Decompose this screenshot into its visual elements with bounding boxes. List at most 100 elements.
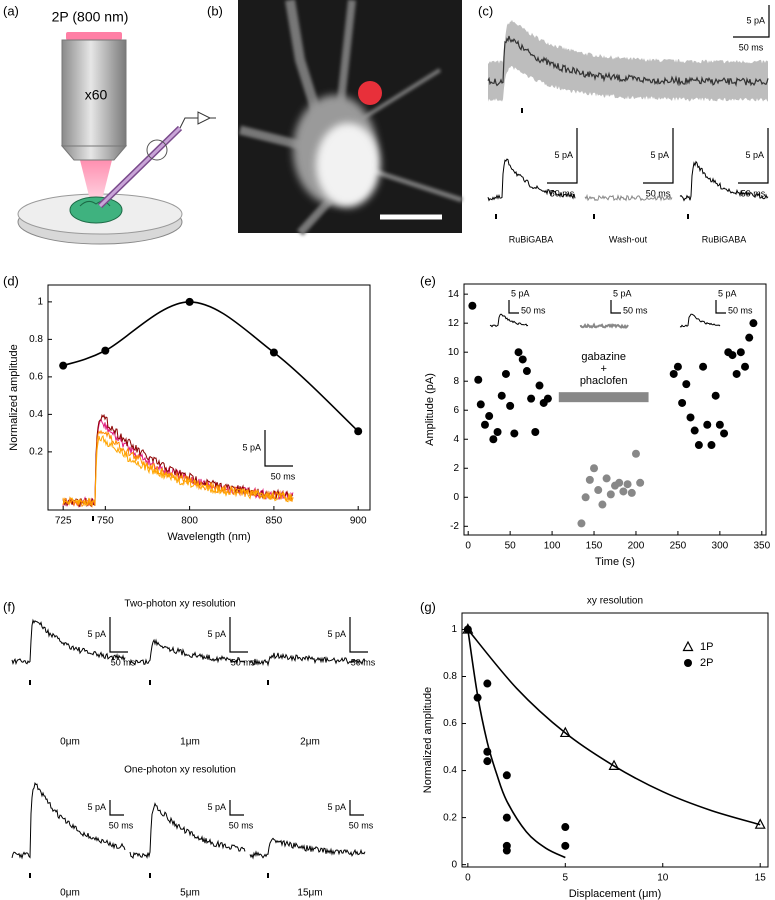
data-point [502,771,511,780]
scale-label: 50 ms [111,657,136,667]
scale-bar [715,300,726,314]
data-point [561,841,570,850]
condition-label: RuBiGABA [509,234,554,244]
data-point [636,478,645,487]
y-tick-label: 0.4 [29,409,43,420]
scale-label: 5 pA [511,288,530,298]
data-point [474,375,483,384]
data-point [518,355,527,364]
position-label: 5μm [180,888,200,899]
data-point [101,346,110,355]
annotation: + [600,363,606,375]
scale-bar [349,617,368,653]
trace [249,837,366,860]
scale-label: 50 ms [231,657,256,667]
data-point [715,420,724,429]
scale-label: 5 pA [745,150,764,160]
position-label: 1μm [180,737,200,748]
data-point [703,420,712,429]
scale-label: 50 ms [521,305,546,315]
y-tick-label: 1 [451,624,457,635]
x-tick-label: 725 [55,516,72,527]
scale-label: 50 ms [229,820,254,830]
scale-bar [229,617,248,653]
y-tick-label: 0 [453,492,459,503]
x-tick-label: 5 [563,873,569,884]
scale-bar [508,300,519,314]
scale-label: 50 ms [728,305,753,315]
data-point [711,391,720,400]
x-tick-label: 50 [505,541,517,552]
data-point [736,348,745,357]
panel-title: One-photon xy resolution [124,765,236,776]
legend-marker [682,640,694,652]
data-point [602,474,611,483]
trace [249,652,366,667]
data-point [631,449,640,458]
data-point [745,333,754,342]
data-point [510,429,519,438]
legend-label: 2P [700,657,713,669]
data-point [694,441,703,450]
x-tick-label: 850 [266,516,283,527]
scale-bar [643,128,674,184]
data-point [627,488,636,497]
trace [487,158,576,202]
y-tick-label: 8 [453,376,459,387]
x-tick-label: 200 [628,541,645,552]
data-point [468,301,477,310]
setup-illustration [17,32,216,245]
x-tick-label: 800 [181,516,198,527]
annotation: gabazine [581,351,626,363]
scale-label: 50 ms [741,188,766,198]
trace [679,313,721,328]
data-point [615,478,624,487]
trace [487,35,769,88]
scale-bar [109,617,128,653]
scale-bar [349,800,364,816]
y-tick-label: 12 [448,318,460,329]
y-tick-label: 0.6 [29,372,43,383]
scale-label: 5 pA [327,802,346,812]
panel-label: (b) [207,3,223,18]
data-point [535,381,544,390]
data-point [185,297,194,306]
data-point [501,369,510,378]
trace [129,802,246,860]
y-tick-label: 6 [453,405,459,416]
scale-label: 5 pA [554,150,573,160]
microscopy-image [238,0,463,236]
data-point [506,401,515,410]
position-label: 0μm [60,888,80,899]
x-tick-label: 300 [712,541,729,552]
data-point [673,362,682,371]
drug-bar [558,392,649,403]
scale-label: 5 pA [613,288,632,298]
y-axis-label: Normalized amplitude [8,344,20,450]
position-label: 0μm [60,737,80,748]
data-point [585,475,594,484]
trace [11,618,126,666]
data-point [720,429,729,438]
data-point [527,394,536,403]
condition-label: RuBiGABA [702,234,747,244]
plot-frame [47,284,371,511]
position-label: 15μm [297,888,322,899]
data-point [485,412,494,421]
x-tick-label: 10 [657,873,669,884]
panel-label: (d) [3,273,19,288]
data-point [590,464,599,473]
trace-band [488,19,768,102]
data-point [699,362,708,371]
x-tick-label: 250 [670,541,687,552]
data-point [531,427,540,436]
plot-frame [461,612,769,868]
scale-label: 5 pA [207,802,226,812]
data-point [594,486,603,495]
y-tick-label: 0.2 [29,447,43,458]
trace [679,160,769,202]
scale-label: 5 pA [242,442,261,452]
scale-label: 5 pA [650,150,669,160]
scale-bar [733,5,770,38]
